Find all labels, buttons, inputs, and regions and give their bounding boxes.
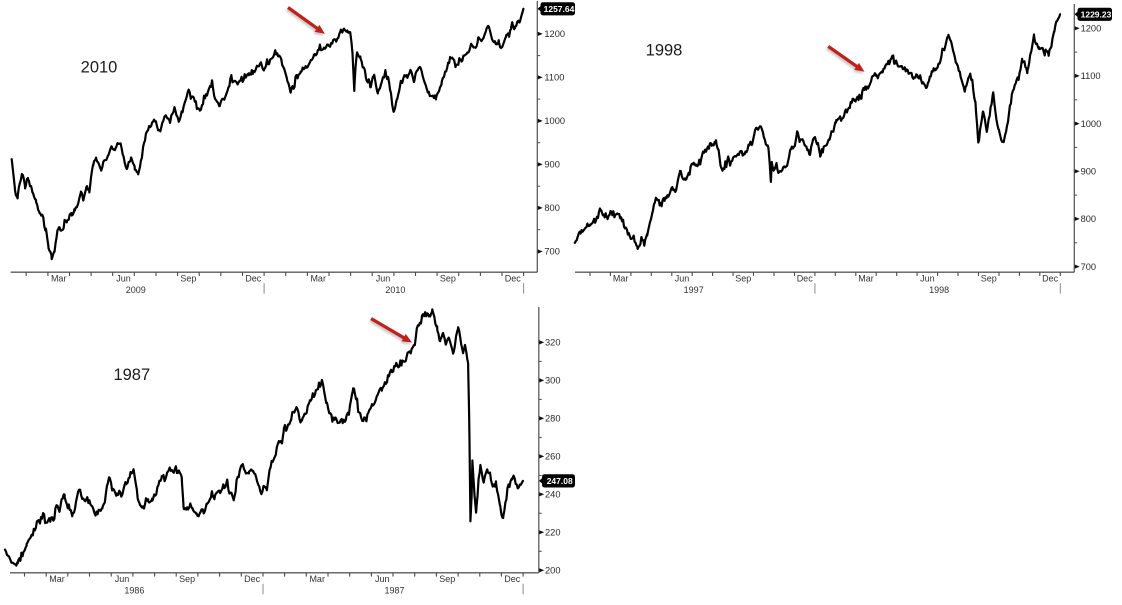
- svg-text:Mar: Mar: [51, 274, 67, 284]
- svg-text:Sep: Sep: [440, 274, 456, 284]
- svg-text:Dec: Dec: [504, 574, 521, 584]
- svg-text:700: 700: [1081, 262, 1097, 272]
- svg-text:1997: 1997: [684, 285, 704, 295]
- svg-text:Dec: Dec: [797, 274, 814, 284]
- svg-text:1000: 1000: [1081, 119, 1102, 129]
- svg-text:900: 900: [1081, 167, 1097, 177]
- svg-text:1987: 1987: [384, 586, 404, 596]
- svg-text:2010: 2010: [385, 285, 405, 295]
- svg-text:1229.23: 1229.23: [1081, 9, 1112, 19]
- svg-text:Sep: Sep: [439, 574, 455, 584]
- svg-text:220: 220: [545, 528, 561, 538]
- svg-text:900: 900: [544, 160, 560, 170]
- svg-text:1100: 1100: [544, 73, 564, 83]
- svg-text:Jun: Jun: [675, 274, 690, 284]
- svg-text:Sep: Sep: [179, 574, 195, 584]
- svg-text:Jun: Jun: [115, 574, 130, 584]
- svg-text:Sep: Sep: [981, 274, 997, 284]
- svg-text:Jun: Jun: [116, 274, 131, 284]
- svg-text:2010: 2010: [81, 59, 118, 77]
- svg-text:1257.64: 1257.64: [544, 4, 575, 14]
- svg-text:Mar: Mar: [613, 274, 629, 284]
- svg-text:Dec: Dec: [505, 274, 522, 284]
- svg-text:Mar: Mar: [310, 274, 326, 284]
- svg-text:700: 700: [544, 247, 560, 257]
- svg-text:Dec: Dec: [244, 574, 261, 584]
- svg-text:2009: 2009: [126, 285, 146, 295]
- svg-text:Mar: Mar: [49, 574, 65, 584]
- svg-text:320: 320: [545, 338, 561, 348]
- svg-text:280: 280: [545, 414, 561, 424]
- svg-text:Dec: Dec: [245, 274, 262, 284]
- svg-text:1998: 1998: [646, 42, 683, 60]
- svg-text:Jun: Jun: [375, 574, 390, 584]
- svg-text:800: 800: [1081, 214, 1097, 224]
- svg-text:1100: 1100: [1081, 71, 1101, 81]
- svg-text:1986: 1986: [124, 586, 144, 596]
- svg-text:1987: 1987: [113, 366, 150, 384]
- svg-text:Sep: Sep: [180, 274, 196, 284]
- svg-text:Mar: Mar: [309, 574, 325, 584]
- svg-text:300: 300: [545, 376, 561, 386]
- svg-text:1000: 1000: [544, 116, 565, 126]
- svg-text:Jun: Jun: [920, 274, 935, 284]
- svg-text:1998: 1998: [929, 285, 949, 295]
- svg-text:Dec: Dec: [1042, 274, 1059, 284]
- svg-text:Sep: Sep: [735, 274, 751, 284]
- svg-text:1200: 1200: [1081, 24, 1102, 34]
- svg-text:260: 260: [545, 452, 561, 462]
- svg-text:800: 800: [544, 203, 560, 213]
- svg-text:1200: 1200: [544, 29, 565, 39]
- svg-text:247.08: 247.08: [547, 476, 573, 486]
- svg-text:Mar: Mar: [858, 274, 874, 284]
- svg-text:Jun: Jun: [376, 274, 391, 284]
- svg-text:200: 200: [545, 566, 561, 576]
- svg-text:240: 240: [545, 490, 561, 500]
